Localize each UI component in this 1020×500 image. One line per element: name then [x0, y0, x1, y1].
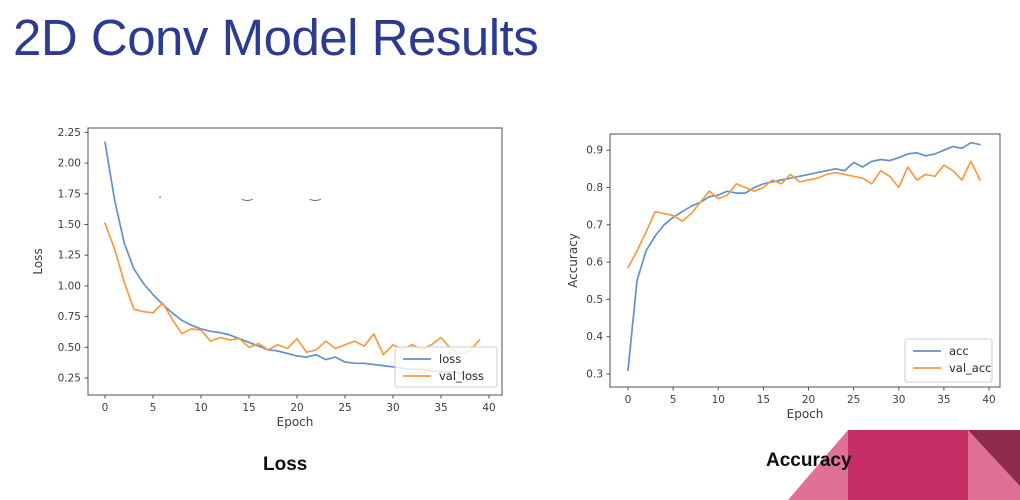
svg-text:30: 30 [386, 402, 399, 414]
svg-text:Accuracy: Accuracy [566, 233, 580, 288]
svg-text:35: 35 [434, 402, 447, 414]
svg-text:Epoch: Epoch [787, 407, 824, 421]
svg-text:40: 40 [982, 394, 995, 406]
svg-text:40: 40 [482, 402, 495, 414]
svg-text:10: 10 [712, 394, 725, 406]
svg-text:20: 20 [802, 394, 815, 406]
svg-text:0.75: 0.75 [58, 311, 81, 323]
svg-text:15: 15 [757, 394, 770, 406]
svg-text:10: 10 [194, 402, 207, 414]
svg-text:5: 5 [670, 394, 677, 406]
slide-title: 2D Conv Model Results [13, 9, 539, 66]
svg-text:1.50: 1.50 [58, 219, 81, 231]
svg-text:1.00: 1.00 [58, 280, 81, 292]
svg-text:25: 25 [847, 394, 860, 406]
svg-text:0.5: 0.5 [586, 294, 603, 306]
svg-text:0.6: 0.6 [586, 257, 603, 269]
corner-decoration [788, 430, 1020, 500]
accuracy-chart: 0 5 10 15 20 25 30 35 40 0.3 0.4 0.5 0.6 0.7 0.8 0.9 Epo… [566, 133, 1001, 421]
deco-dark-triangle [968, 430, 1020, 486]
svg-text:5: 5 [150, 402, 157, 414]
svg-text:0: 0 [102, 402, 109, 414]
deco-light-triangle [788, 430, 848, 500]
svg-text:0: 0 [625, 394, 632, 406]
svg-text:15: 15 [242, 402, 255, 414]
svg-text:1.75: 1.75 [58, 188, 81, 200]
svg-text:0.4: 0.4 [586, 331, 603, 343]
svg-text:30: 30 [892, 394, 905, 406]
deco-medium-band [848, 430, 968, 500]
loss-caption: Loss [263, 454, 308, 475]
accuracy-figure: 0 5 10 15 20 25 30 35 40 0.3 0.4 0.5 0.6 0.7 0.8 0.9 Epo… [560, 110, 1020, 440]
accuracy-caption: Accuracy [766, 450, 852, 471]
svg-text:25: 25 [338, 402, 351, 414]
svg-text:Epoch: Epoch [277, 415, 314, 429]
svg-text:35: 35 [937, 394, 950, 406]
svg-text:0.3: 0.3 [586, 369, 603, 381]
svg-text:loss: loss [439, 352, 461, 366]
svg-text:0.8: 0.8 [586, 182, 603, 194]
svg-text:0.50: 0.50 [58, 342, 81, 354]
svg-text:2.25: 2.25 [58, 127, 81, 139]
svg-text:acc: acc [949, 344, 969, 358]
svg-text:2.00: 2.00 [58, 158, 81, 170]
loss-chart: 0 5 10 15 20 25 30 35 40 0.25 0.50 0.75 1.00 1.25 1.50… [31, 127, 503, 429]
svg-text:val_acc: val_acc [949, 361, 992, 375]
loss-figure: . ‿ ‿ 0 5 10 15 20 25 30 35 40 0.25 0.50 0.75 1.00 1.… [30, 95, 530, 435]
svg-text:Loss: Loss [31, 248, 45, 274]
svg-text:val_loss: val_loss [439, 369, 484, 383]
svg-text:1.25: 1.25 [58, 250, 81, 262]
svg-text:0.9: 0.9 [586, 145, 603, 157]
svg-text:0.25: 0.25 [58, 373, 81, 385]
svg-text:0.7: 0.7 [586, 219, 603, 231]
svg-text:20: 20 [290, 402, 303, 414]
